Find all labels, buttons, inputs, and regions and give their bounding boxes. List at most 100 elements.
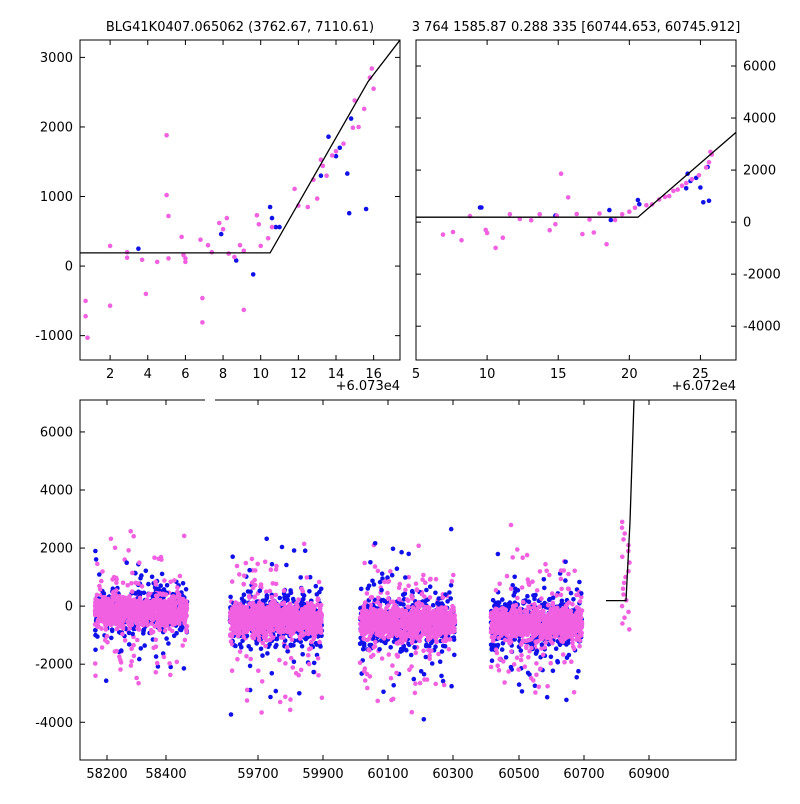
data-point xyxy=(93,549,98,554)
data-point xyxy=(83,299,88,304)
data-point xyxy=(123,638,128,643)
data-point xyxy=(280,545,285,550)
data-point xyxy=(95,634,100,639)
data-point xyxy=(304,637,309,642)
data-point xyxy=(319,603,324,608)
data-point xyxy=(271,635,276,640)
data-point xyxy=(386,580,391,585)
data-point xyxy=(377,621,382,626)
data-point xyxy=(126,548,131,553)
data-point xyxy=(604,242,609,247)
data-point xyxy=(427,634,432,639)
data-point xyxy=(422,672,427,677)
y-tick-label: 3000 xyxy=(40,51,73,66)
data-point xyxy=(385,591,390,596)
data-point xyxy=(367,621,372,626)
data-point xyxy=(176,593,181,598)
data-point xyxy=(260,628,265,633)
data-point xyxy=(247,568,252,573)
data-point xyxy=(172,634,177,639)
data-point xyxy=(100,645,105,650)
data-point xyxy=(433,682,438,687)
data-point xyxy=(533,684,538,689)
data-point xyxy=(229,712,234,717)
data-point xyxy=(246,644,251,649)
data-point xyxy=(252,578,257,583)
data-point xyxy=(701,200,706,205)
data-point xyxy=(236,623,241,628)
data-point xyxy=(264,537,269,542)
data-point xyxy=(421,648,426,653)
panel-top-right-title: 3 764 1585.87 0.288 335 [60744.653, 6074… xyxy=(412,20,741,35)
data-point xyxy=(182,666,187,671)
data-point xyxy=(302,542,307,547)
data-point xyxy=(274,567,279,572)
data-point xyxy=(389,676,394,681)
data-point xyxy=(290,637,295,642)
data-point xyxy=(106,622,111,627)
data-point xyxy=(270,562,275,567)
data-point xyxy=(95,593,100,598)
data-point xyxy=(166,641,171,646)
data-point xyxy=(242,573,247,578)
data-point xyxy=(270,599,275,604)
data-point xyxy=(157,628,162,633)
data-point xyxy=(399,632,404,637)
data-point xyxy=(569,591,574,596)
data-point xyxy=(306,205,311,210)
data-point xyxy=(278,617,283,622)
data-point xyxy=(239,645,244,650)
data-point xyxy=(303,548,308,553)
data-point xyxy=(386,596,391,601)
data-point xyxy=(317,640,322,645)
data-point xyxy=(296,673,301,678)
data-point xyxy=(258,589,263,594)
data-point xyxy=(493,246,498,251)
data-point xyxy=(230,554,235,559)
data-point xyxy=(164,133,169,138)
data-point xyxy=(439,615,444,620)
data-point xyxy=(362,561,367,566)
data-point xyxy=(680,183,685,188)
data-point xyxy=(206,243,211,248)
data-point xyxy=(237,607,242,612)
data-point xyxy=(509,665,514,670)
data-point xyxy=(137,618,142,623)
data-point xyxy=(251,272,256,277)
data-point xyxy=(150,575,155,580)
panel-top-right-points xyxy=(441,150,714,251)
data-point xyxy=(364,207,369,212)
data-point xyxy=(561,652,566,657)
data-point xyxy=(440,628,445,633)
data-point xyxy=(304,609,309,614)
data-point xyxy=(269,623,274,628)
data-point xyxy=(114,576,119,581)
data-point xyxy=(707,199,712,204)
data-point xyxy=(395,566,400,571)
data-point xyxy=(613,218,618,223)
data-point xyxy=(95,598,100,603)
data-point xyxy=(136,246,141,251)
data-point xyxy=(587,217,592,222)
data-point xyxy=(525,594,530,599)
data-point xyxy=(684,181,689,186)
data-point xyxy=(122,596,127,601)
data-point xyxy=(182,534,187,539)
data-point xyxy=(314,584,319,589)
data-point xyxy=(627,209,632,214)
data-point xyxy=(111,590,116,595)
y-tick-label: 1000 xyxy=(40,190,73,205)
x-tick-label: 6 xyxy=(181,367,189,382)
data-point xyxy=(234,603,239,608)
data-point xyxy=(371,86,376,91)
data-point xyxy=(273,645,278,650)
data-point xyxy=(636,198,641,203)
data-point xyxy=(698,185,703,190)
data-point xyxy=(266,608,271,613)
data-point xyxy=(633,206,638,211)
y-tick-label: 0 xyxy=(743,216,751,231)
data-point xyxy=(697,173,702,178)
data-point xyxy=(115,627,120,632)
